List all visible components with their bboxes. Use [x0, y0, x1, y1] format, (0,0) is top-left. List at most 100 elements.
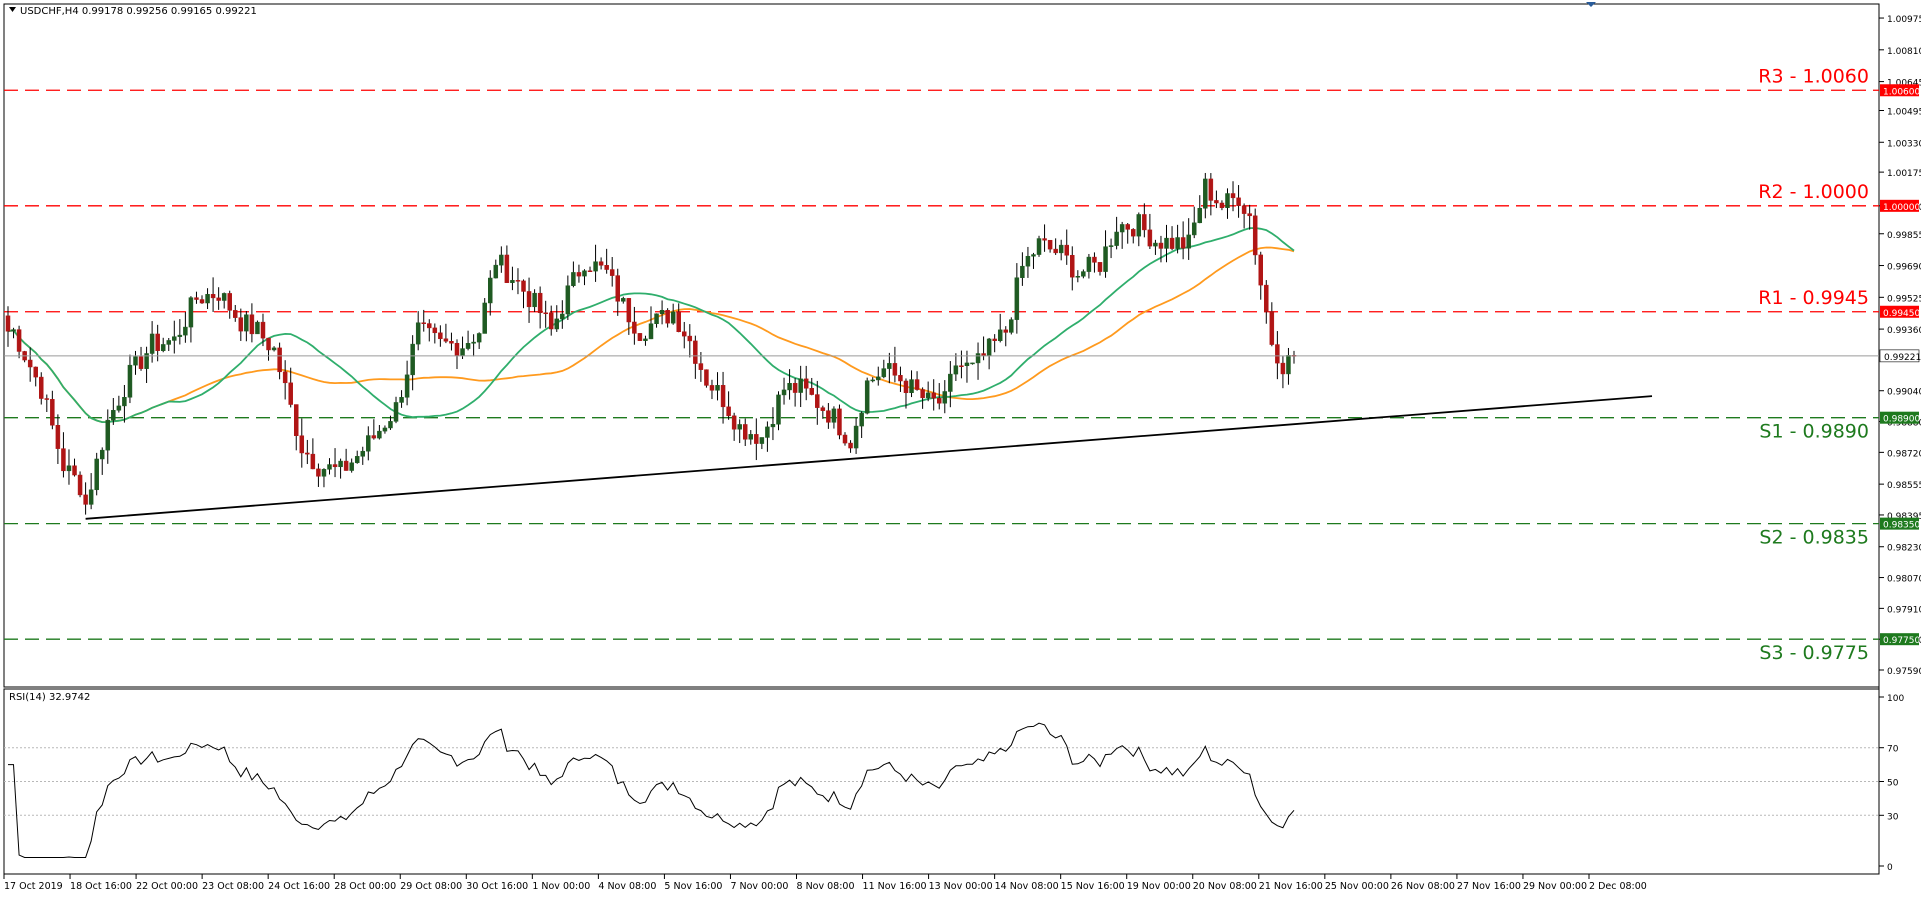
bear-candle — [1064, 244, 1069, 256]
bull-candle — [382, 427, 388, 432]
bull-candle — [864, 380, 870, 414]
rsi-tick-label: 70 — [1887, 745, 1899, 755]
bull-candle — [221, 293, 227, 301]
bear-candle — [992, 338, 997, 341]
bear-candle — [587, 270, 593, 272]
time-tick-label: 7 Nov 00:00 — [730, 881, 788, 892]
bull-candle — [648, 323, 654, 340]
bear-candle — [210, 294, 216, 299]
level-labels: 1.00600 R3 - 1.0060 1.00000 R2 - 1.0000 0.99… — [1758, 65, 1920, 664]
price-tick-label: 1.00645 — [1887, 79, 1921, 89]
bear-candle — [1230, 193, 1236, 199]
bull-candle — [748, 434, 754, 440]
time-tick-label: 28 Oct 00:00 — [334, 881, 396, 892]
bull-candle — [776, 394, 781, 425]
bull-candle — [997, 329, 1003, 341]
bear-candle — [809, 388, 814, 395]
level-price-tag-text: 0.99450 — [1883, 309, 1920, 319]
time-tick-label: 15 Nov 16:00 — [1061, 881, 1125, 892]
bull-candle — [1014, 277, 1020, 320]
bull-candle — [1286, 355, 1291, 375]
bull-candle — [244, 314, 249, 332]
bear-candle — [698, 363, 704, 370]
time-tick-label: 19 Nov 00:00 — [1127, 881, 1191, 892]
bear-candle — [194, 297, 199, 300]
bear-candle — [704, 369, 709, 386]
bear-candle — [848, 442, 853, 449]
time-tick-label: 23 Oct 08:00 — [202, 881, 264, 892]
bear-candle — [1097, 262, 1103, 272]
bear-candle — [682, 331, 687, 337]
bear-candle — [61, 448, 66, 472]
time-tick-label: 22 Oct 00:00 — [136, 881, 198, 892]
price-tick-label: 1.00175 — [1887, 169, 1921, 179]
bear-candle — [576, 272, 582, 277]
bull-candle — [970, 362, 975, 365]
bull-candle — [1175, 237, 1180, 249]
bull-candle — [925, 392, 931, 399]
bear-candle — [332, 464, 338, 468]
bull-candle — [1108, 245, 1114, 247]
bull-candle — [1119, 224, 1125, 233]
support-label: S2 - 0.9835 — [1759, 527, 1869, 549]
bear-candle — [609, 269, 615, 276]
bear-candle — [598, 261, 604, 266]
bear-candle — [138, 356, 144, 369]
bear-candle — [914, 379, 920, 390]
bull-candle — [321, 469, 327, 477]
bull-candle — [798, 378, 803, 393]
level-price-tag-text: 1.00600 — [1883, 87, 1920, 97]
bull-candle — [881, 368, 887, 378]
bear-candle — [1042, 238, 1047, 241]
bull-candle — [11, 329, 16, 332]
bear-candle — [726, 406, 731, 417]
bull-candle — [1191, 222, 1197, 236]
bull-candle — [338, 460, 343, 468]
price-tick-label: 0.97910 — [1887, 605, 1921, 615]
bear-candle — [959, 365, 964, 367]
bull-candle — [1009, 319, 1014, 333]
shift-marker-icon[interactable] — [1586, 2, 1596, 7]
bull-candle — [205, 294, 210, 304]
bear-candle — [454, 342, 460, 356]
bear-candle — [1169, 237, 1175, 249]
level-price-tag-text: 0.98900 — [1883, 415, 1920, 425]
bear-candle — [1219, 202, 1225, 208]
collapse-arrow-icon[interactable] — [9, 7, 16, 12]
bull-candle — [1114, 231, 1119, 246]
level-price-tag-text: 0.97750 — [1883, 636, 1920, 646]
bull-candle — [349, 462, 354, 471]
time-tick-label: 11 Nov 16:00 — [863, 881, 927, 892]
bear-candle — [288, 382, 293, 405]
bear-candle — [604, 265, 609, 270]
bull-candle — [327, 464, 332, 470]
bear-candle — [1158, 242, 1164, 249]
bull-candle — [460, 348, 465, 356]
bull-candle — [1086, 256, 1092, 272]
bear-candle — [1147, 229, 1153, 247]
bear-candle — [504, 254, 510, 283]
bull-candle — [1025, 255, 1031, 267]
resistance-label: R3 - 1.0060 — [1758, 65, 1869, 87]
bull-candle — [88, 489, 94, 505]
bear-candle — [1131, 229, 1136, 237]
bear-candle — [277, 347, 282, 373]
bear-candle — [371, 435, 377, 439]
price-tick-label: 0.98555 — [1887, 481, 1921, 491]
bull-candle — [654, 313, 659, 324]
time-tick-label: 24 Oct 16:00 — [268, 881, 330, 892]
bull-candle — [271, 347, 277, 351]
bull-candle — [1031, 254, 1036, 257]
bear-candle — [1003, 329, 1009, 333]
bear-candle — [449, 341, 454, 344]
bull-candle — [177, 334, 183, 337]
bull-candle — [99, 449, 105, 460]
trendline-layer — [85, 395, 1653, 520]
bear-candle — [155, 333, 160, 351]
bear-candle — [842, 434, 848, 444]
bull-candle — [393, 402, 399, 422]
bull-candle — [1153, 242, 1158, 247]
rsi-tick-label: 50 — [1887, 779, 1899, 789]
